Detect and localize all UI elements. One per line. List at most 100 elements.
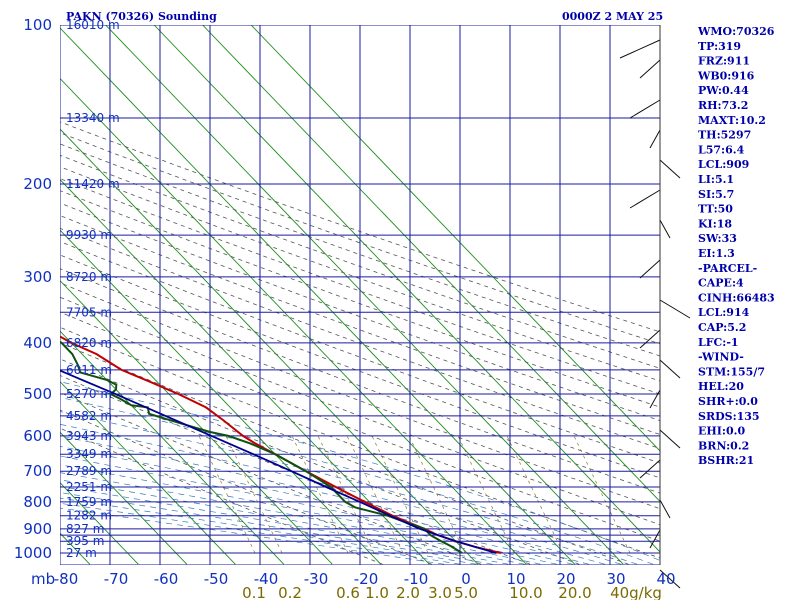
height-label: 7705 m — [66, 305, 112, 319]
height-label: 9930 m — [66, 228, 112, 242]
index-value: LFC:-1 — [698, 336, 739, 349]
dewpoint-line — [60, 340, 463, 554]
height-label: 2789 m — [66, 464, 112, 478]
moist-adiabat — [60, 411, 638, 565]
mixing-ratio-line — [573, 435, 631, 554]
index-value: BSHR:21 — [698, 454, 754, 467]
wind-barb — [659, 219, 671, 239]
pressure-tick-label: 1000 — [14, 544, 52, 562]
temperature-tick-label: 30 — [606, 570, 625, 588]
index-value: MAXT:10.2 — [698, 114, 766, 127]
dry-adiabat — [60, 143, 660, 357]
mixing-ratio-line — [371, 435, 429, 554]
dry-adiabat — [60, 392, 482, 565]
wind-barb — [649, 129, 661, 149]
mixing-ratio-line — [408, 435, 466, 554]
isotherm-line — [153, 25, 660, 553]
isotherm-line — [60, 380, 236, 565]
index-value: CAP:5.2 — [698, 321, 746, 334]
index-value: BRN:0.2 — [698, 439, 749, 452]
dry-adiabat — [60, 311, 660, 542]
temperature-tick-label: -30 — [304, 570, 329, 588]
index-value: SHR+:0.0 — [698, 395, 758, 408]
index-value: FRZ:911 — [698, 55, 750, 68]
isotherm-line — [60, 27, 576, 565]
index-value: WB0:916 — [697, 69, 755, 82]
height-label: 2251 m — [66, 480, 112, 494]
height-label: 1282 m — [66, 509, 112, 523]
wind-barb — [639, 459, 661, 479]
wind-barb — [659, 499, 671, 519]
height-label: 3943 m — [66, 429, 112, 443]
profile-series — [60, 335, 502, 554]
index-value: PW:0.44 — [698, 84, 749, 97]
pressure-axis: 100 200 300 400 500 600 700 800 900 1000 — [14, 16, 52, 562]
index-value: SRDS:135 — [698, 410, 760, 423]
mixing-ratio-line — [291, 435, 349, 554]
height-label: 27 m — [66, 546, 97, 560]
pressure-tick-label: 700 — [23, 462, 52, 480]
height-label: 3349 m — [66, 447, 112, 461]
index-value: EHI:0.0 — [698, 425, 745, 438]
mixing-ratio-label: 20.0 — [558, 584, 591, 600]
wind-barb — [639, 259, 661, 279]
mixing-ratio-line — [225, 435, 283, 554]
index-value: LCL:909 — [698, 158, 749, 171]
mixing-ratio-label: 1.0 — [365, 584, 389, 600]
isotherm-line — [60, 128, 479, 565]
index-value: CINH:66483 — [698, 291, 775, 304]
wind-barb — [639, 59, 661, 79]
height-label: 6820 m — [66, 336, 112, 350]
index-value: TP:319 — [698, 40, 741, 53]
wind-barb — [659, 159, 681, 179]
mixing-ratio-label: 10.0 — [509, 584, 542, 600]
dry-adiabat-lines — [60, 121, 660, 565]
dry-adiabat — [60, 374, 531, 565]
index-value: TT:50 — [698, 203, 733, 216]
index-value: SW:33 — [698, 232, 737, 245]
isotherm-line — [60, 431, 188, 565]
temperature-tick-label: 20 — [556, 570, 575, 588]
dry-adiabat — [60, 190, 660, 408]
index-value: HEL:20 — [698, 380, 744, 393]
wind-barb — [659, 429, 681, 449]
mixing-ratio-label: 5.0 — [454, 584, 478, 600]
dry-adiabat — [60, 215, 660, 435]
wind-barbs — [619, 39, 691, 589]
isotherm-line — [202, 25, 660, 503]
temperature-tick-label: 40 — [656, 570, 675, 588]
isotherm-line — [60, 178, 430, 565]
height-label: 5270 m — [66, 387, 112, 401]
moist-adiabat — [60, 472, 541, 565]
station-title: PAKN (70326) Sounding — [66, 10, 217, 23]
wind-barb — [649, 529, 661, 549]
index-value: L57:6.4 — [698, 143, 745, 156]
index-value: -PARCEL- — [698, 262, 757, 275]
mixing-ratio-lines — [198, 435, 631, 554]
temperature-tick-label: -40 — [254, 570, 279, 588]
wind-barb — [659, 299, 691, 319]
dry-adiabat — [60, 427, 383, 565]
temperature-tick-label: 10 — [506, 570, 525, 588]
dry-adiabat — [60, 227, 660, 450]
height-label: 16010 m — [66, 18, 120, 32]
pressure-tick-label: 100 — [23, 16, 52, 34]
sounding-time: 0000Z 2 MAY 25 — [562, 10, 663, 23]
temperature-tick-label: 0 — [461, 570, 471, 588]
mixing-ratio-label: 0.6 — [336, 584, 360, 600]
moist-adiabat — [60, 479, 525, 565]
temperature-tick-label: -60 — [154, 570, 179, 588]
temperature-tick-label: -70 — [104, 570, 129, 588]
temperature-axis: -80 -70 -60 -50 -40 -30 -20 -10 0 10 20 30 40 — [54, 570, 676, 588]
index-value: CAPE:4 — [698, 277, 744, 290]
temperature-tick-label: -10 — [404, 570, 429, 588]
pressure-tick-label: 400 — [23, 334, 52, 352]
mixing-ratio-label: 2.0 — [396, 584, 420, 600]
height-label: 1759 m — [66, 495, 112, 509]
parcel-path-line — [60, 369, 497, 554]
dry-adiabat — [60, 254, 660, 479]
mixing-ratio-line — [506, 435, 564, 554]
wind-barb — [619, 39, 661, 59]
